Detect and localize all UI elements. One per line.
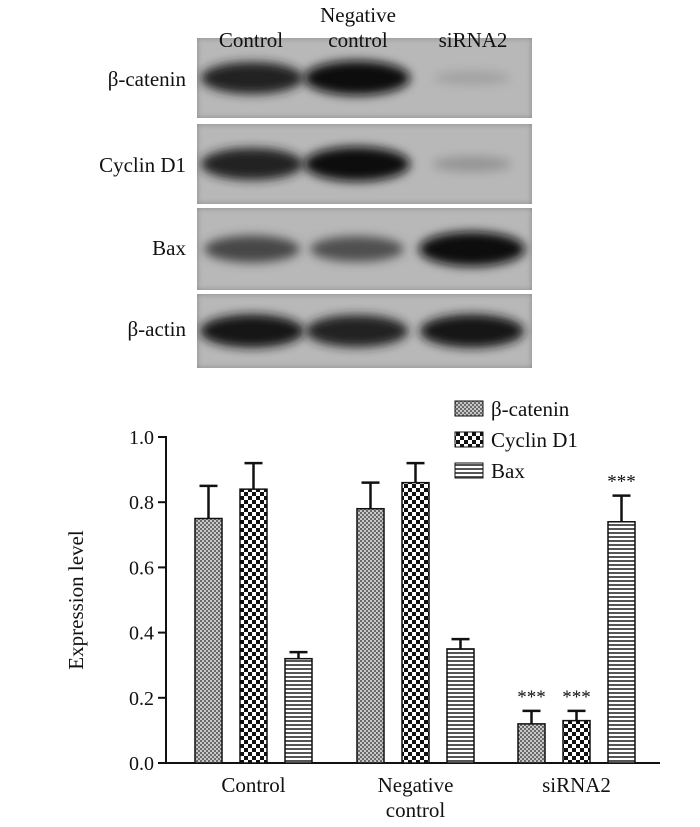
bar xyxy=(239,488,268,764)
lane-label-2-0: siRNA2 xyxy=(438,28,508,52)
y-tick-label: 0.2 xyxy=(129,688,154,710)
lane-label-1-0: Negative xyxy=(320,3,396,27)
bar xyxy=(194,517,223,764)
blot-row-label-0: β-catenin xyxy=(107,67,186,91)
blot-band-2-2 xyxy=(418,231,526,267)
y-tick-label: 0.0 xyxy=(129,753,154,775)
legend-swatch xyxy=(454,431,484,448)
y-tick-label: 0.4 xyxy=(129,623,154,645)
bar xyxy=(446,648,475,764)
lane-label-0-0: Control xyxy=(218,28,284,52)
x-tick-label: Negative xyxy=(378,773,454,797)
blot-band-0-0 xyxy=(200,61,304,95)
x-tick-label: siRNA2 xyxy=(542,773,611,797)
significance-marker: *** xyxy=(562,687,591,708)
x-tick-label: Control xyxy=(221,773,285,797)
bar xyxy=(284,657,313,764)
bar xyxy=(517,723,546,764)
significance-marker: *** xyxy=(517,687,546,708)
blot-band-2-0 xyxy=(204,235,300,263)
y-axis-label: Expression level xyxy=(64,530,88,670)
blot-strip-2 xyxy=(197,208,532,290)
blot-band-3-2 xyxy=(419,314,525,348)
blot-strip-1 xyxy=(197,124,532,204)
legend-label: Bax xyxy=(491,459,525,483)
lane-label-1-1: control xyxy=(328,28,388,52)
blot-band-1-0 xyxy=(200,147,304,181)
bar xyxy=(607,521,636,764)
blot-band-1-1 xyxy=(303,146,411,182)
blot-band-0-1 xyxy=(303,60,411,96)
significance-marker: *** xyxy=(607,472,636,493)
y-tick-label: 1.0 xyxy=(129,427,154,449)
y-tick-label: 0.6 xyxy=(129,557,154,579)
legend-swatch xyxy=(454,400,484,417)
blot-band-3-1 xyxy=(305,314,409,348)
blot-row-label-1: Cyclin D1 xyxy=(99,153,186,177)
blot-band-0-2 xyxy=(433,71,511,85)
legend-label: Cyclin D1 xyxy=(491,428,578,452)
blot-row-label-3: β-actin xyxy=(127,317,187,341)
legend-label: β-catenin xyxy=(491,397,570,421)
bar xyxy=(356,507,385,764)
bar xyxy=(562,719,591,764)
blot-band-3-0 xyxy=(199,314,305,348)
y-tick-label: 0.8 xyxy=(129,492,154,514)
blot-band-2-1 xyxy=(310,236,404,262)
blot-band-1-2 xyxy=(432,156,512,172)
western-blot-panel xyxy=(197,38,532,368)
blot-strip-0 xyxy=(197,38,532,118)
blot-strip-3 xyxy=(197,294,532,368)
bar xyxy=(401,481,430,764)
x-tick-label: control xyxy=(386,798,446,822)
blot-row-label-2: Bax xyxy=(152,236,186,260)
legend-swatch xyxy=(454,462,484,479)
